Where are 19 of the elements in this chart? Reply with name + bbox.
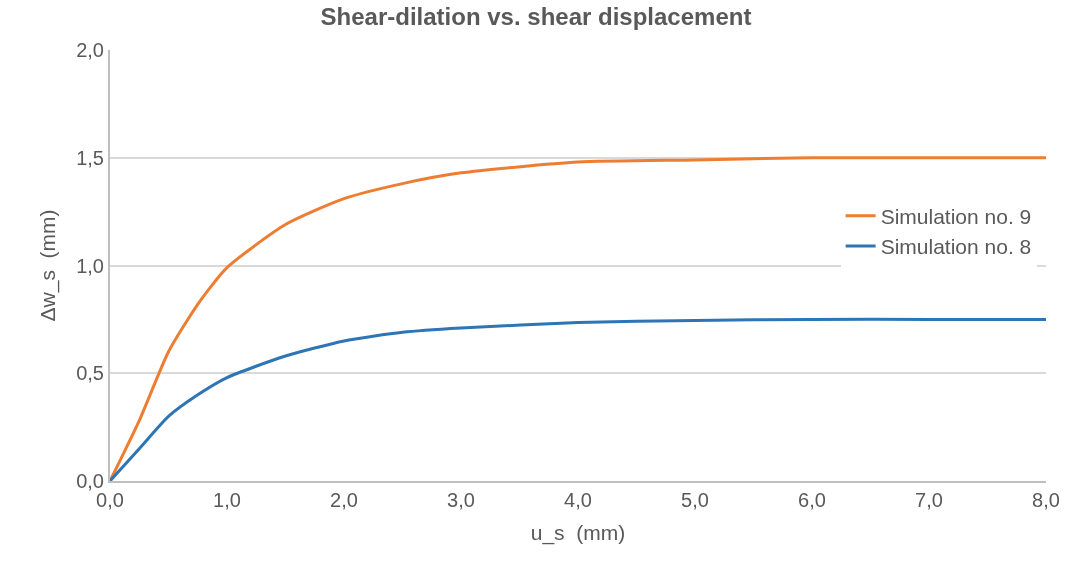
chart-title: Shear-dilation vs. shear displacement [320, 3, 752, 31]
legend-label: Simulation no. 9 [880, 204, 1032, 228]
x-tick-label: 4,0 [564, 489, 592, 511]
y-axis-title: Δw_s (mm) [35, 209, 60, 322]
x-tick-label: 5,0 [681, 489, 709, 511]
x-tick-label: 8,0 [1032, 489, 1060, 511]
y-tick-label: 1,5 [76, 146, 104, 169]
y-tick-label: 1,0 [76, 254, 104, 277]
y-tick-label: 2,0 [76, 39, 104, 61]
x-tick-label: 3,0 [447, 489, 475, 511]
y-tick-label: 0,5 [76, 362, 104, 385]
x-tick-label: 7,0 [915, 489, 943, 511]
x-tick-label: 6,0 [798, 489, 826, 511]
legend-label: Simulation no. 8 [880, 235, 1032, 259]
x-tick-label: 2,0 [330, 489, 358, 511]
x-tick-label: 1,0 [213, 489, 241, 511]
y-tick-label: 0,0 [76, 470, 104, 492]
x-tick-label: 0,0 [96, 489, 124, 511]
x-axis-title: u_s (mm) [530, 520, 626, 545]
